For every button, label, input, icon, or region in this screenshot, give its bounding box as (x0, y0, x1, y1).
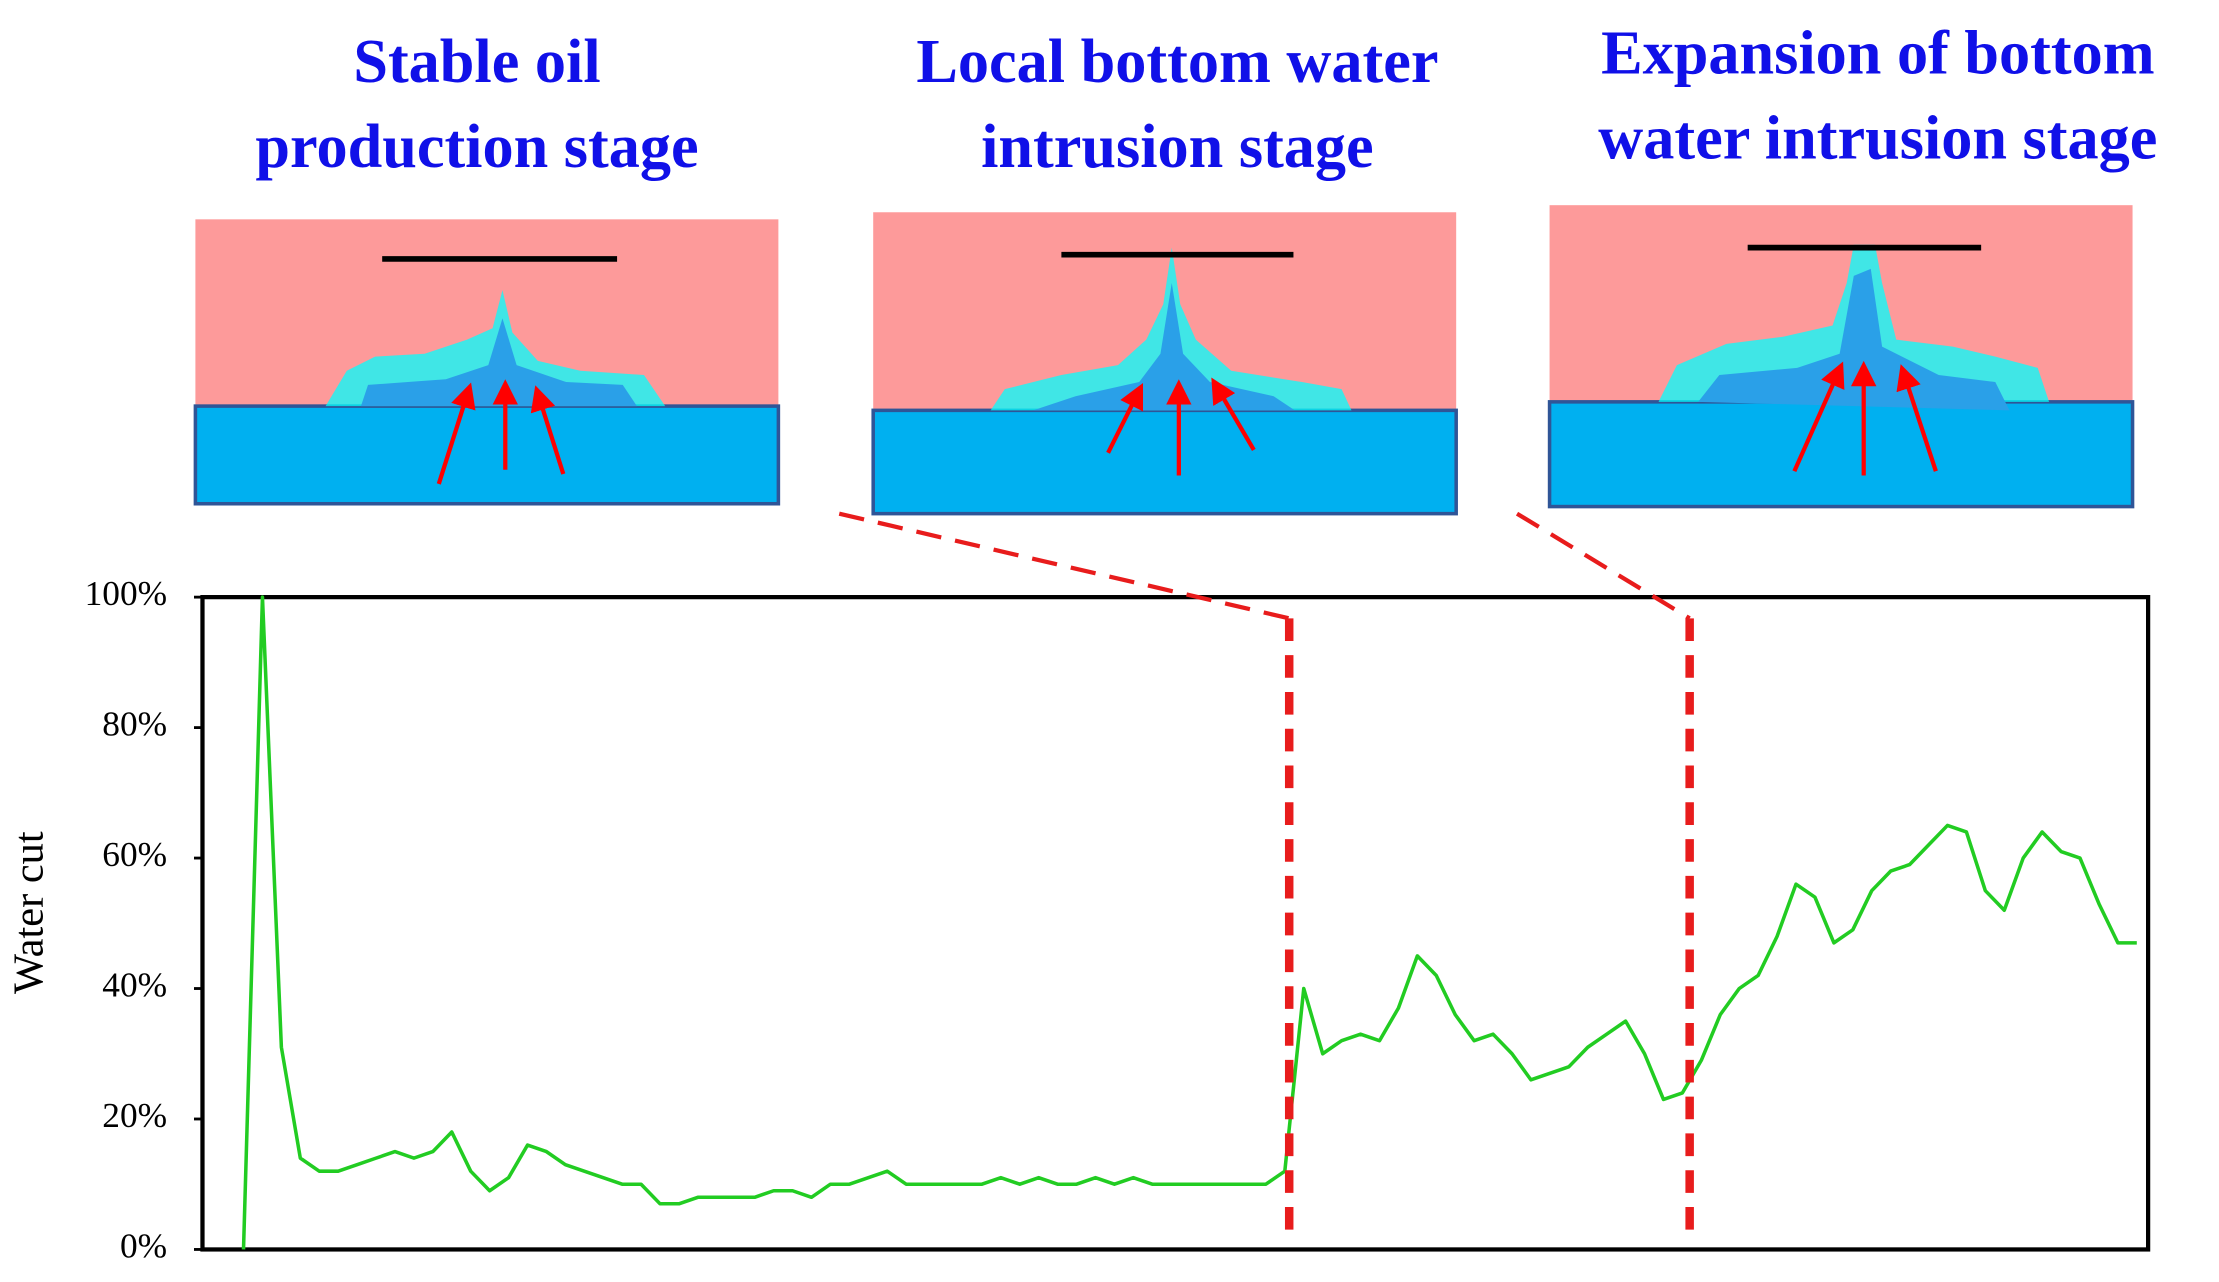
stage-title: water intrusion stage (1598, 104, 2157, 172)
y-tick-label: 20% (102, 1095, 167, 1135)
stage-title: intrusion stage (981, 113, 1374, 181)
y-tick-label: 80% (102, 704, 167, 744)
plot-frame (200, 595, 2151, 1252)
y-axis-label: Water cut (6, 831, 53, 994)
stage-diagram (193, 219, 781, 506)
stage-title: Expansion of bottom (1601, 20, 2154, 88)
y-tick-label: 100% (85, 573, 168, 613)
y-tick-label: 60% (102, 834, 167, 874)
stage-title: Local bottom water (916, 28, 1438, 96)
y-tick-label: 0% (120, 1226, 167, 1266)
stage-diagram (871, 212, 1458, 516)
stage-title: production stage (255, 113, 698, 181)
y-tick-label: 40% (102, 965, 167, 1005)
connector (838, 511, 1290, 621)
water-cut-line (241, 595, 2137, 1250)
stage-title: Stable oil (353, 28, 600, 96)
stage-diagram (1547, 205, 2135, 509)
connector (1515, 511, 1691, 621)
